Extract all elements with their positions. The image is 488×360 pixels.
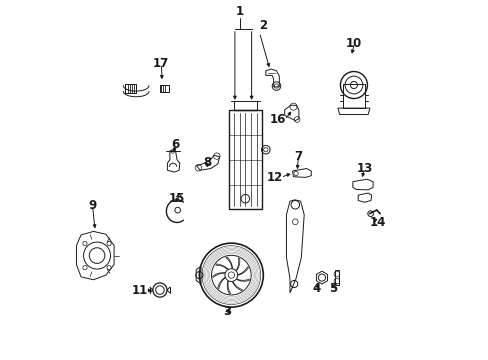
- Polygon shape: [232, 282, 242, 291]
- Polygon shape: [236, 258, 239, 271]
- Text: 5: 5: [328, 282, 337, 295]
- Text: 14: 14: [369, 216, 385, 229]
- Text: 6: 6: [171, 138, 179, 151]
- Bar: [160, 85, 168, 93]
- Polygon shape: [217, 278, 224, 289]
- Bar: [334, 270, 338, 285]
- Text: 3: 3: [223, 305, 231, 318]
- Text: 4: 4: [312, 282, 320, 295]
- Text: 11: 11: [131, 284, 147, 297]
- Text: 2: 2: [258, 19, 266, 32]
- Polygon shape: [215, 264, 227, 269]
- Text: 8: 8: [203, 156, 211, 169]
- Bar: [343, 84, 364, 108]
- Bar: [228, 110, 262, 210]
- Polygon shape: [225, 257, 232, 268]
- Text: 12: 12: [266, 171, 282, 184]
- Polygon shape: [212, 273, 224, 278]
- Polygon shape: [227, 281, 230, 294]
- Text: 10: 10: [346, 37, 362, 50]
- Text: 1: 1: [235, 5, 244, 18]
- Text: 9: 9: [88, 199, 96, 212]
- Bar: [124, 84, 136, 93]
- Text: 16: 16: [269, 113, 286, 126]
- Text: 17: 17: [153, 57, 169, 70]
- Text: 7: 7: [294, 150, 302, 163]
- Polygon shape: [238, 266, 248, 275]
- Polygon shape: [236, 279, 249, 281]
- Text: 13: 13: [356, 162, 372, 175]
- Text: 15: 15: [168, 192, 185, 205]
